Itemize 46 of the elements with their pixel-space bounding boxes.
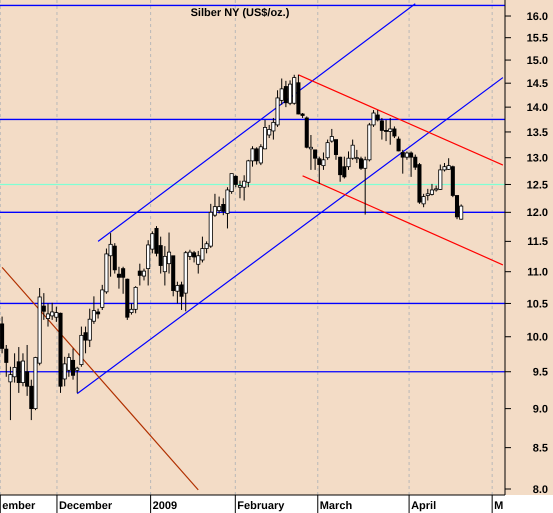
candlestick (409, 150, 414, 178)
candlestick (217, 196, 222, 214)
candlestick (96, 308, 100, 320)
x-tick-label: March (320, 500, 352, 512)
candlestick (317, 156, 322, 184)
candlestick (288, 80, 292, 106)
candlestick (438, 164, 442, 190)
candlestick (284, 80, 288, 108)
y-tick-label: 11.0 (527, 266, 548, 279)
candlestick (66, 352, 71, 378)
y-tick-label: 12.0 (526, 207, 548, 220)
x-tick-label: February (237, 500, 286, 512)
candlestick (138, 263, 142, 286)
y-tick-label: 8.0 (532, 484, 548, 496)
y-tick-label: 13.0 (526, 152, 548, 165)
x-tick-label: April (411, 500, 436, 512)
x-tick-label: 2009 (152, 500, 178, 512)
y-tick-label: 9.5 (532, 366, 548, 379)
y-tick-label: 15.0 (526, 54, 548, 67)
candlestick (254, 146, 259, 166)
candlestick (376, 110, 380, 122)
candlestick (426, 188, 430, 201)
y-tick-label: 12.5 (526, 179, 548, 192)
x-tick-label: ember (2, 500, 36, 512)
candlestick (200, 236, 204, 263)
candlestick (338, 156, 342, 182)
candlestick (16, 346, 21, 394)
text: Silber NY (US$/oz.) (190, 7, 290, 19)
y-tick-label: 8.5 (532, 442, 548, 454)
y-tick-label: 10.5 (526, 298, 548, 310)
x-tick-label: M (494, 500, 504, 512)
candlestick (380, 117, 384, 140)
y-tick-label: 14.0 (526, 102, 548, 114)
y-tick-label: 11.5 (527, 236, 548, 248)
candlestick (121, 266, 126, 294)
y-tick-label: 15.5 (526, 32, 548, 45)
candlestick (392, 126, 396, 139)
y-tick-label: 13.5 (526, 126, 548, 139)
x-tick-label: December (58, 500, 113, 512)
candlestick (388, 117, 392, 146)
candlestick (134, 286, 138, 314)
y-tick-label: 16.0 (526, 10, 548, 23)
y-tick-label: 9.0 (532, 403, 548, 416)
y-tick-label: 14.5 (526, 78, 548, 90)
y-tick-label: 10.0 (526, 332, 548, 344)
candlestick (384, 119, 388, 142)
